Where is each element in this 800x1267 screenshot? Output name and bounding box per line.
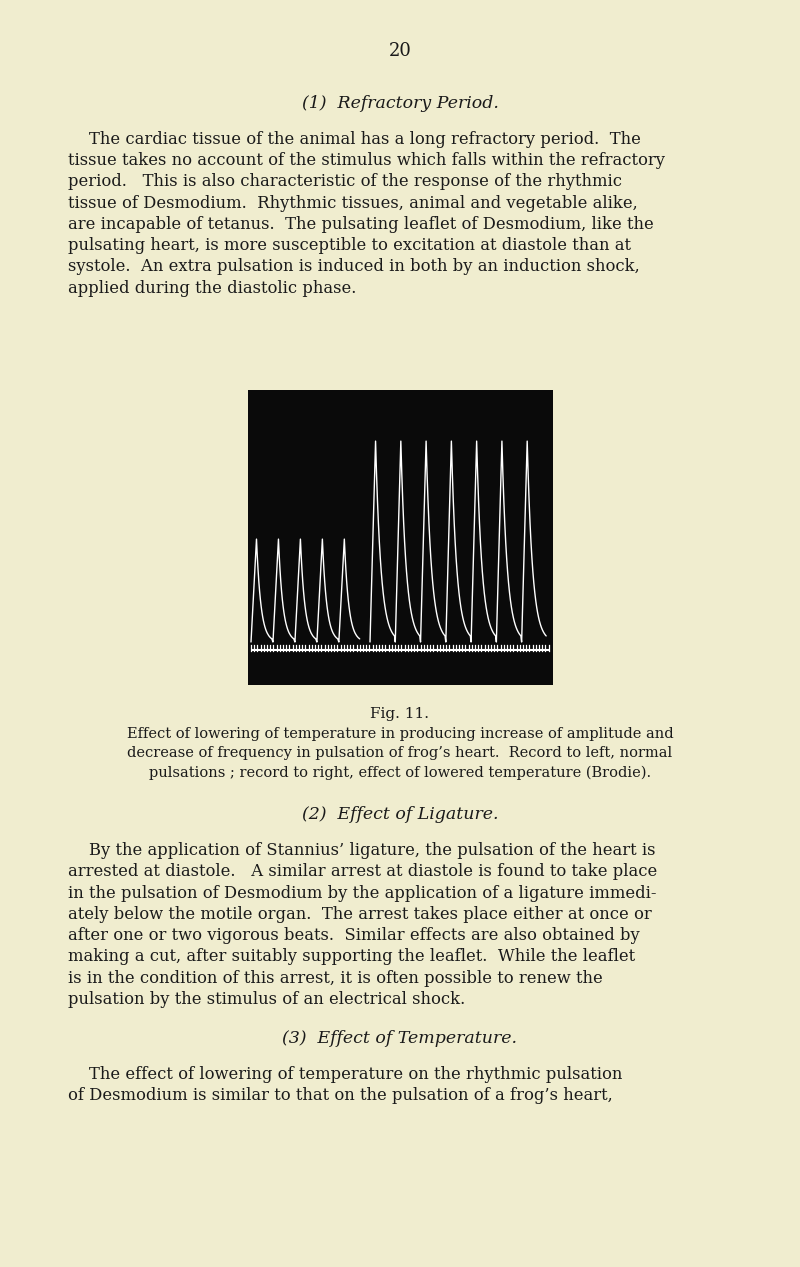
Text: systole.  An extra pulsation is induced in both by an induction shock,: systole. An extra pulsation is induced i… (68, 258, 640, 275)
Text: are incapable of tetanus.  The pulsating leaflet of Desmodium, like the: are incapable of tetanus. The pulsating … (68, 215, 654, 233)
Text: after one or two vigorous beats.  Similar effects are also obtained by: after one or two vigorous beats. Similar… (68, 927, 640, 944)
Text: of Desmodium is similar to that on the pulsation of a frog’s heart,: of Desmodium is similar to that on the p… (68, 1087, 613, 1105)
Text: 20: 20 (389, 42, 411, 60)
Text: arrested at diastole.   A similar arrest at diastole is found to take place: arrested at diastole. A similar arrest a… (68, 863, 658, 881)
Text: The effect of lowering of temperature on the rhythmic pulsation: The effect of lowering of temperature on… (68, 1066, 622, 1083)
Text: tissue of Desmodium.  Rhythmic tissues, animal and vegetable alike,: tissue of Desmodium. Rhythmic tissues, a… (68, 195, 638, 212)
Text: period.   This is also characteristic of the response of the rhythmic: period. This is also characteristic of t… (68, 174, 622, 190)
Text: By the application of Stannius’ ligature, the pulsation of the heart is: By the application of Stannius’ ligature… (68, 843, 655, 859)
Text: Fig. 11.: Fig. 11. (370, 707, 430, 721)
Text: pulsating heart, is more susceptible to excitation at diastole than at: pulsating heart, is more susceptible to … (68, 237, 631, 255)
Text: is in the condition of this arrest, it is often possible to renew the: is in the condition of this arrest, it i… (68, 969, 602, 987)
Text: (1)  Refractory Period.: (1) Refractory Period. (302, 95, 498, 111)
Text: The cardiac tissue of the animal has a long refractory period.  The: The cardiac tissue of the animal has a l… (68, 131, 641, 148)
Bar (248, 390, 553, 685)
Text: making a cut, after suitably supporting the leaflet.  While the leaflet: making a cut, after suitably supporting … (68, 949, 635, 965)
Text: tissue takes no account of the stimulus which falls within the refractory: tissue takes no account of the stimulus … (68, 152, 665, 170)
Text: (3)  Effect of Temperature.: (3) Effect of Temperature. (282, 1030, 518, 1047)
Text: pulsations ; record to right, effect of lowered temperature (Brodie).: pulsations ; record to right, effect of … (149, 765, 651, 779)
Text: ately below the motile organ.  The arrest takes place either at once or: ately below the motile organ. The arrest… (68, 906, 652, 922)
Text: decrease of frequency in pulsation of frog’s heart.  Record to left, normal: decrease of frequency in pulsation of fr… (127, 746, 673, 760)
Text: applied during the diastolic phase.: applied during the diastolic phase. (68, 280, 356, 296)
Text: pulsation by the stimulus of an electrical shock.: pulsation by the stimulus of an electric… (68, 991, 466, 1007)
Text: Effect of lowering of temperature in producing increase of amplitude and: Effect of lowering of temperature in pro… (126, 727, 674, 741)
Text: in the pulsation of Desmodium by the application of a ligature immedi-: in the pulsation of Desmodium by the app… (68, 884, 657, 902)
Text: (2)  Effect of Ligature.: (2) Effect of Ligature. (302, 806, 498, 824)
